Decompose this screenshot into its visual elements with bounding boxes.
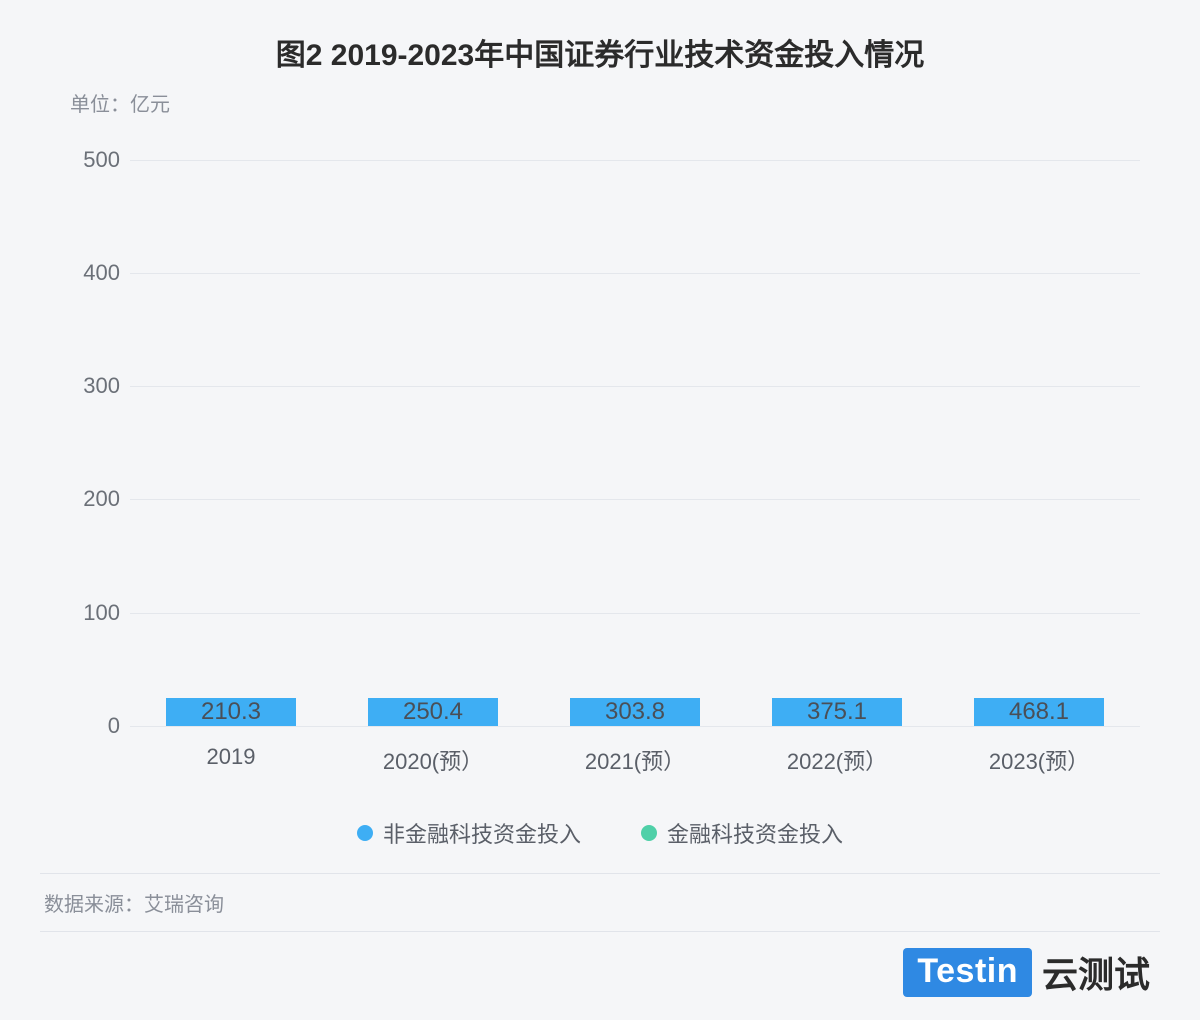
chart-card: 图2 2019-2023年中国证券行业技术资金投入情况 单位：亿元 210.32… (0, 0, 1200, 1008)
y-axis-label: 0 (70, 713, 120, 739)
grid-line (130, 160, 1140, 161)
bar-value-label: 303.8 (605, 698, 665, 726)
bar-slot: 250.42020(预） (332, 137, 534, 726)
grid-line (130, 273, 1140, 274)
grid-line (130, 499, 1140, 500)
bar-slot: 210.32019 (130, 137, 332, 726)
source-label: 数据来源： (44, 894, 144, 916)
brand-block: Testin 云测试 (40, 946, 1160, 998)
y-axis-label: 500 (70, 147, 120, 173)
bar: 210.3 (166, 698, 296, 726)
legend: 非金融科技资金投入 金融科技资金投入 (40, 817, 1160, 849)
bar-slot: 468.12023(预） (938, 137, 1140, 726)
bar-segment-nonfintech: 303.8 (570, 698, 700, 726)
source-row: 数据来源：艾瑞咨询 (40, 873, 1160, 932)
bar: 303.8 (570, 698, 700, 726)
x-axis-label: 2019 (207, 744, 256, 770)
grid-line (130, 613, 1140, 614)
unit-label: 单位：亿元 (70, 88, 1160, 117)
bar-value-label: 468.1 (1009, 698, 1069, 726)
bar-slot: 375.12022(预） (736, 137, 938, 726)
y-axis-label: 200 (70, 486, 120, 512)
y-axis-label: 400 (70, 260, 120, 286)
data-source: 数据来源：艾瑞咨询 (44, 888, 224, 917)
bar-value-label: 250.4 (403, 698, 463, 726)
y-axis-label: 300 (70, 373, 120, 399)
x-axis-label: 2022(预） (787, 744, 887, 776)
plot-area: 210.32019250.42020(预）303.82021(预）375.120… (130, 137, 1140, 727)
brand-text: 云测试 (1042, 946, 1150, 998)
source-value: 艾瑞咨询 (144, 894, 224, 916)
legend-swatch (357, 825, 373, 841)
y-axis-label: 100 (70, 600, 120, 626)
grid-line (130, 726, 1140, 727)
legend-item: 非金融科技资金投入 (357, 817, 581, 849)
bar-segment-nonfintech: 250.4 (368, 698, 498, 726)
legend-label: 非金融科技资金投入 (383, 817, 581, 849)
x-axis-label: 2020(预） (383, 744, 483, 776)
x-axis-label: 2023(预） (989, 744, 1089, 776)
bar: 375.1 (772, 698, 902, 726)
legend-label: 金融科技资金投入 (667, 817, 843, 849)
brand-badge: Testin (903, 948, 1032, 997)
bars-container: 210.32019250.42020(预）303.82021(预）375.120… (130, 137, 1140, 726)
bar-segment-nonfintech: 210.3 (166, 698, 296, 726)
grid-line (130, 386, 1140, 387)
bar-segment-nonfintech: 375.1 (772, 698, 902, 726)
bar-value-label: 375.1 (807, 698, 867, 726)
legend-item: 金融科技资金投入 (641, 817, 843, 849)
x-axis-label: 2021(预） (585, 744, 685, 776)
bar: 250.4 (368, 698, 498, 726)
bar-value-label: 210.3 (201, 698, 261, 726)
bar-segment-nonfintech: 468.1 (974, 698, 1104, 726)
chart-area: 210.32019250.42020(预）303.82021(预）375.120… (50, 127, 1150, 787)
legend-swatch (641, 825, 657, 841)
bar: 468.1 (974, 698, 1104, 726)
chart-title: 图2 2019-2023年中国证券行业技术资金投入情况 (40, 30, 1160, 74)
bar-slot: 303.82021(预） (534, 137, 736, 726)
